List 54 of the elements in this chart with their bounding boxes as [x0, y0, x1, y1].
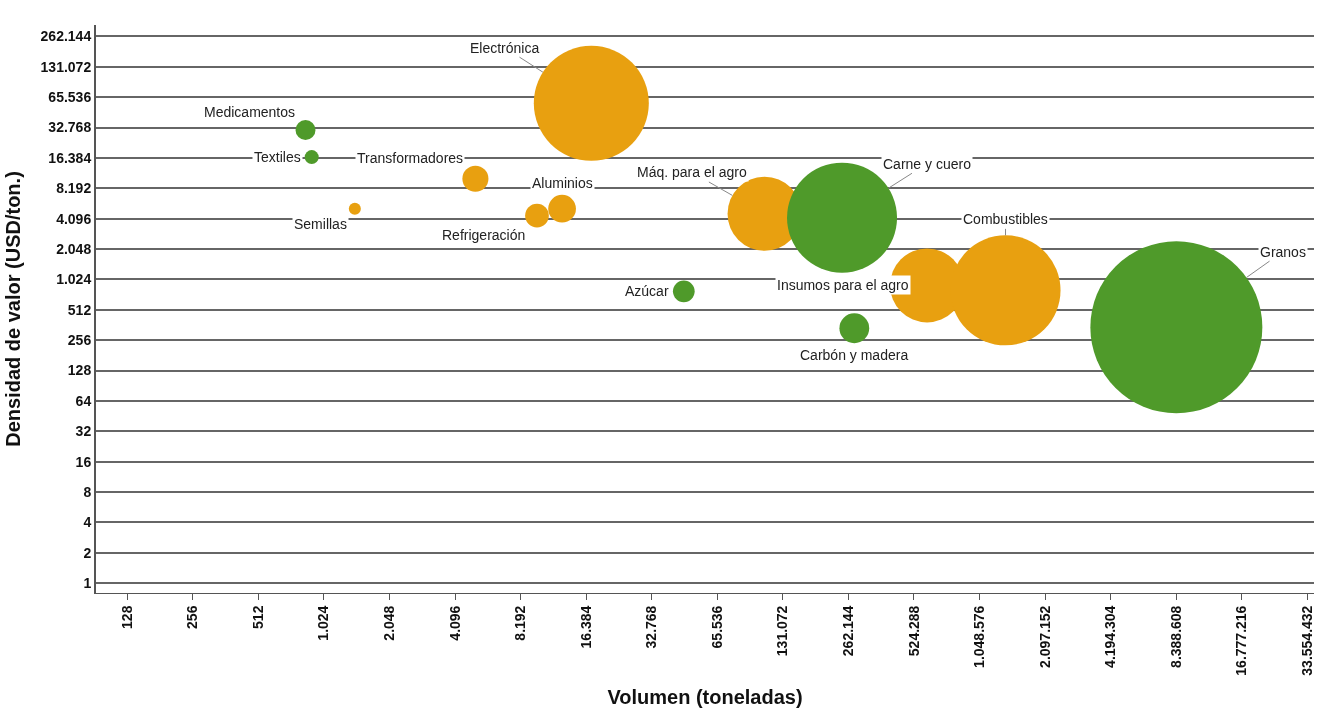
- x-tick-label: 524.288: [905, 605, 922, 657]
- x-tick-label: 131.072: [774, 605, 791, 657]
- annotation: Máq. para el agro: [637, 164, 747, 180]
- annotation: Refrigeración: [442, 227, 526, 243]
- annotation: Transformadores: [357, 150, 464, 166]
- x-tick-label: 262.144: [839, 605, 856, 657]
- x-tick-label: 2.097.152: [1036, 605, 1053, 668]
- y-tick-label: 1: [83, 575, 92, 592]
- annotation: Granos: [1260, 244, 1306, 260]
- y-tick-label: 4: [83, 514, 92, 531]
- y-tick-label: 65.536: [48, 89, 92, 106]
- y-tick-label: 16.384: [48, 149, 92, 166]
- y-tick-label: 131.072: [40, 58, 92, 75]
- annotation: Carbón y madera: [800, 347, 909, 363]
- annotation: Electrónica: [470, 40, 540, 56]
- x-axis-title: Volumen (toneladas): [607, 686, 803, 709]
- annotation: Textiles: [254, 149, 301, 165]
- annotation: Aluminios: [532, 175, 593, 191]
- x-tick-label: 512: [249, 605, 266, 629]
- y-tick-label: 128: [67, 362, 92, 379]
- y-tick-label: 64: [75, 392, 92, 409]
- x-tick-label: 1.024: [315, 605, 332, 641]
- y-axis-title: Densidad de valor (USD/ton.): [1, 171, 24, 447]
- annotation: Medicamentos: [204, 104, 296, 120]
- x-tick-label: 4.194.304: [1102, 605, 1119, 668]
- x-tick-label: 2.048: [381, 605, 398, 641]
- x-tick-label: 16.384: [577, 605, 594, 649]
- y-tick-label: 2: [83, 544, 92, 561]
- y-tick-label: 4.096: [56, 210, 92, 227]
- y-tick-label: 262.144: [40, 28, 92, 45]
- x-tick-label: 32.768: [643, 605, 660, 649]
- y-tick-label: 1.024: [56, 271, 92, 288]
- annotation: Semillas: [294, 216, 347, 232]
- y-tick-label: 8: [83, 483, 92, 500]
- annotation: Carne y cuero: [883, 156, 972, 172]
- y-tick-label: 2.048: [56, 240, 92, 257]
- annotation: Azúcar: [625, 283, 669, 299]
- x-tick-label: 33.554.432: [1298, 605, 1315, 676]
- x-tick-label: 65.536: [708, 605, 725, 649]
- y-tick-label: 8.192: [56, 180, 92, 197]
- x-tick-label: 1.048.576: [971, 605, 988, 668]
- y-tick-label: 32: [75, 423, 92, 440]
- x-tick-label: 8.192: [512, 605, 529, 641]
- y-tick-label: 512: [67, 301, 92, 318]
- y-tick-label: 16: [75, 453, 92, 470]
- x-tick-label: 4.096: [446, 605, 463, 641]
- annotation: Combustibles: [963, 211, 1048, 227]
- x-tick-label: 128: [118, 605, 135, 629]
- x-tick-label: 8.388.608: [1167, 605, 1184, 668]
- annotation: Insumos para el agro: [777, 277, 909, 293]
- y-tick-label: 256: [67, 332, 92, 349]
- y-tick-label: 32.768: [48, 119, 92, 136]
- x-tick-label: 16.777.216: [1233, 605, 1250, 676]
- x-tick-label: 256: [184, 605, 201, 629]
